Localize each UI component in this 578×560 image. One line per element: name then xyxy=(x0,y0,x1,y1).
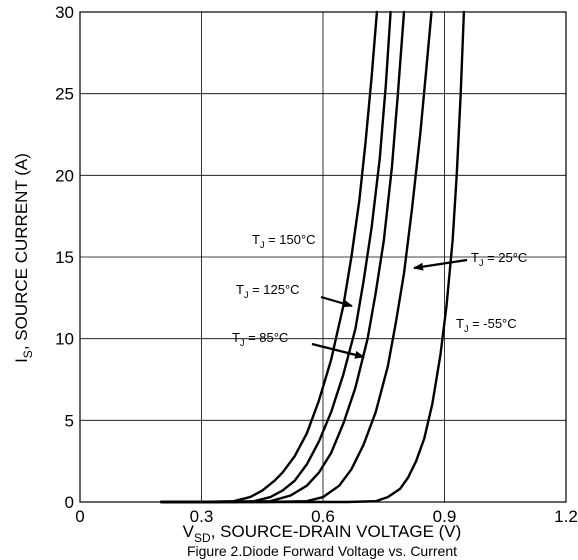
series-label-3: TJ = 25°C xyxy=(471,250,527,268)
figure-caption: Figure 2.Diode Forward Voltage vs. Curre… xyxy=(187,543,457,559)
x-tick-label: 0.3 xyxy=(190,507,214,526)
series-line-0 xyxy=(159,10,379,504)
y-tick-label: 20 xyxy=(55,166,74,185)
annotations: TJ = 150°C TJ = 125°C TJ = 85°C TJ = 25°C TJ… xyxy=(232,232,527,359)
x-tick-label: 1.2 xyxy=(554,507,578,526)
annotation-arrow-1 xyxy=(311,342,365,359)
series-line-2 xyxy=(159,10,406,504)
series-label-4: TJ = -55°C xyxy=(456,316,517,334)
y-tick-label: 10 xyxy=(55,330,74,349)
annotation-arrow-2 xyxy=(413,258,468,271)
x-axis-label: VSD, SOURCE-DRAIN VOLTAGE (V) xyxy=(183,522,462,545)
y-tick-label: 15 xyxy=(55,248,74,267)
y-tick-label: 25 xyxy=(55,85,74,104)
annotation-arrow-0 xyxy=(320,295,353,308)
curves xyxy=(159,10,466,504)
series-line-3 xyxy=(159,10,433,504)
y-tick-label: 30 xyxy=(55,3,74,22)
series-line-1 xyxy=(159,10,392,504)
x-tick-label: 0 xyxy=(75,507,84,526)
y-tick-label: 0 xyxy=(65,493,74,512)
series-label-2: TJ = 85°C xyxy=(232,330,288,348)
series-label-0: TJ = 150°C xyxy=(252,232,316,250)
tick-labels: 0 0.3 0.6 0.9 1.2 0 5 10 15 20 25 30 xyxy=(55,3,578,526)
y-axis-label: IS, SOURCE CURRENT (A) xyxy=(12,153,35,363)
x-tick-label: 0.9 xyxy=(433,507,457,526)
series-line-4 xyxy=(159,10,466,504)
series-label-1: TJ = 125°C xyxy=(236,282,300,300)
x-tick-label: 0.6 xyxy=(311,507,335,526)
y-tick-label: 5 xyxy=(65,411,74,430)
